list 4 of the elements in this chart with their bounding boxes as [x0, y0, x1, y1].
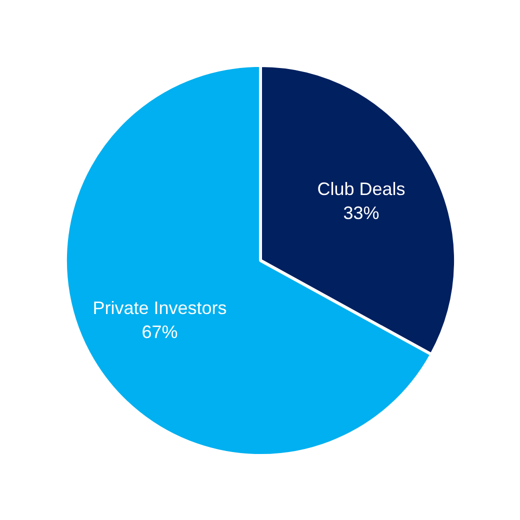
slice-label: Club Deals	[317, 178, 406, 199]
slice-label: Private Investors	[92, 298, 227, 318]
data-label: 67%	[142, 322, 178, 342]
data-label: 33%	[343, 202, 380, 223]
